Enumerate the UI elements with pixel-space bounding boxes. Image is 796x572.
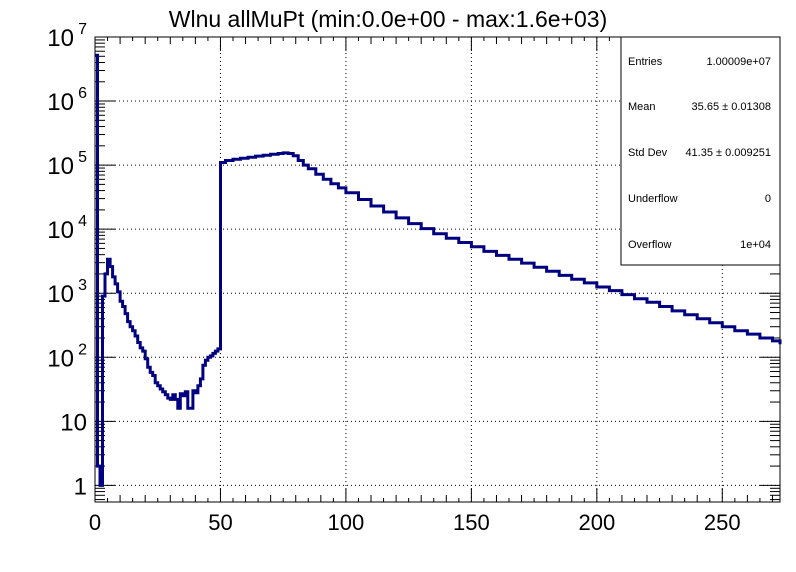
histogram-series-line	[95, 53, 782, 487]
y-tick-exponent: 4	[78, 213, 87, 230]
x-axis: 0 50 100 150 200 250	[89, 37, 773, 535]
y-tick-label: 10	[60, 409, 87, 436]
stats-underflow-label: Underflow	[628, 193, 678, 205]
stats-overflow-value: 1e+04	[740, 239, 771, 251]
y-tick-label: 10	[47, 281, 74, 308]
x-tick-label: 50	[208, 510, 232, 535]
y-tick-exponent: 7	[78, 21, 87, 38]
y-tick-label: 10	[47, 25, 74, 52]
x-tick-label: 0	[89, 510, 101, 535]
y-tick-exponent: 2	[78, 341, 87, 358]
y-tick-label: 1	[74, 473, 87, 500]
stats-stddev-value: 41.35 ± 0.009251	[685, 147, 771, 159]
stats-entries-label: Entries	[628, 56, 663, 68]
stats-overflow-label: Overflow	[628, 239, 671, 251]
x-tick-label: 250	[704, 510, 741, 535]
chart-title: Wlnu allMuPt (min:0.0e+00 - max:1.6e+03)	[169, 6, 607, 32]
stats-underflow-value: 0	[765, 193, 771, 205]
stats-mean-label: Mean	[628, 101, 656, 113]
stats-mean-value: 35.65 ± 0.01308	[692, 101, 771, 113]
y-tick-label: 10	[47, 217, 74, 244]
plot-frame	[94, 36, 781, 503]
x-tick-label: 200	[578, 510, 615, 535]
y-tick-exponent: 5	[78, 149, 87, 166]
stats-stddev-label: Std Dev	[628, 147, 668, 159]
y-tick-exponent: 3	[78, 277, 87, 294]
y-tick-exponent: 6	[78, 85, 87, 102]
y-tick-label: 10	[47, 345, 74, 372]
y-tick-label: 10	[47, 89, 74, 116]
stats-entries-value: 1.00009e+07	[706, 56, 771, 68]
y-tick-label: 10	[47, 153, 74, 180]
x-tick-label: 100	[328, 510, 365, 535]
stats-box: Entries 1.00009e+07 Mean 35.65 ± 0.01308…	[620, 36, 781, 266]
stats-box-frame	[620, 36, 781, 266]
x-tick-label: 150	[453, 510, 490, 535]
